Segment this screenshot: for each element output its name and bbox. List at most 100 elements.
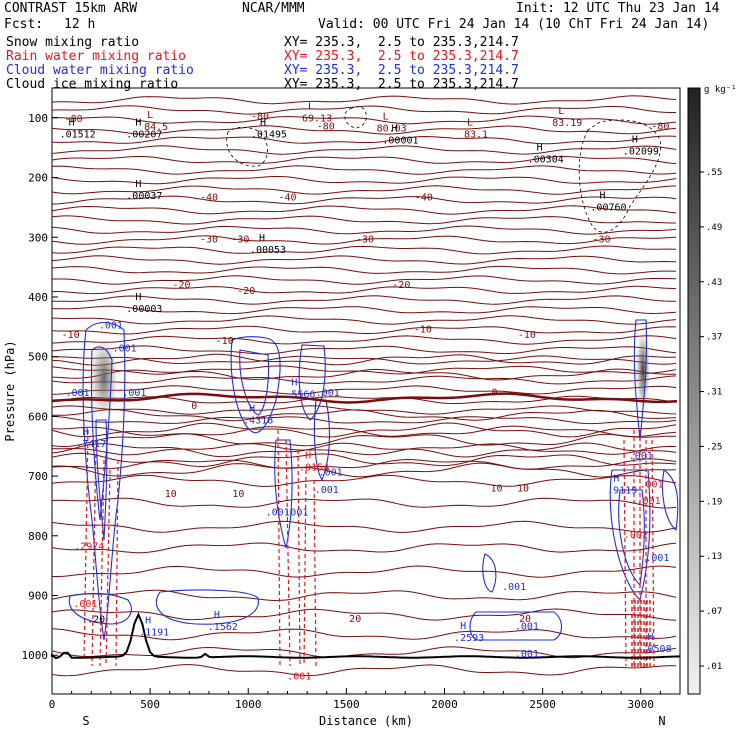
model-title: CONTRAST 15km ARW: [4, 1, 138, 16]
isotherm-line: [51, 305, 677, 315]
isotherm-label: 0: [492, 387, 498, 398]
extremum-marker: L: [308, 101, 314, 112]
isotherm-line: [51, 245, 677, 255]
isotherm-label: 10: [232, 489, 244, 500]
terrain-profile: [51, 611, 681, 660]
extremum-value: .00003: [126, 304, 162, 315]
extremum-marker: H: [135, 179, 141, 190]
extremum-marker: H: [259, 233, 265, 244]
extremum-value: .00037: [126, 191, 162, 202]
snow-shading: [90, 330, 650, 418]
isotherm-line: [51, 105, 676, 115]
isotherm-line: [51, 520, 677, 533]
extremum-value: .1562: [208, 622, 238, 633]
isotherm-line: [51, 176, 677, 185]
isotherm-label: -80: [317, 122, 335, 133]
isotherm-label: -30: [356, 234, 374, 245]
cloud-water-contour: [661, 469, 679, 532]
extremum-marker: H: [291, 377, 297, 388]
rain-water-contour: [303, 469, 307, 667]
cloud-water-contour: [482, 553, 497, 593]
isotherm-line: [51, 433, 677, 448]
x-tick-label: 2500: [529, 698, 556, 711]
isotherm-label: 0: [191, 401, 197, 412]
isotherm-line: [51, 368, 676, 381]
extremum-marker: L: [383, 112, 389, 123]
isotherm-line: [51, 325, 677, 335]
x-axis-label: Distance (km): [319, 714, 413, 728]
y-tick-label: 900: [28, 589, 48, 602]
contour-value-label: .2974: [74, 542, 104, 553]
extremum-marker: H: [260, 118, 266, 129]
isotherm-line: [51, 265, 677, 275]
contour-value-label: .001: [637, 496, 661, 507]
isotherm-line: [51, 135, 677, 145]
rain-water-contour: [91, 439, 97, 667]
extremum-value: .0508: [642, 644, 672, 655]
isotherm-line: [51, 542, 677, 554]
rain-water-contour: [297, 449, 301, 667]
cloud-water-contour: [155, 589, 259, 625]
extremum-value: .7417: [76, 439, 106, 450]
colorbar-ticks: .01 .07 .13 .19 .25 .31 .37 .43 .49 .55: [700, 168, 722, 672]
contour-value-label: .001: [122, 388, 146, 399]
cloud-water-contour: [95, 419, 108, 541]
isotherm-label: 20: [519, 614, 531, 625]
extremum-marker: H: [460, 621, 466, 632]
isotherm-label: -80: [65, 114, 83, 125]
x-tick-label: 1000: [235, 698, 262, 711]
extremum-value: .01495: [251, 130, 287, 141]
extremum-value: .9119: [607, 485, 637, 496]
x-tick-label: 3000: [628, 698, 655, 711]
isotherm-label: 10: [490, 483, 502, 494]
isotherm-label: -80: [251, 111, 269, 122]
rain-water-contour: [623, 439, 627, 667]
isotherm-label: -10: [414, 325, 432, 336]
x-tick-label: 2000: [431, 698, 458, 711]
isotherm-line: [51, 375, 677, 385]
isotherm-line: [51, 462, 677, 478]
colorbar-tick-label: .13: [706, 552, 722, 562]
colorbar: [687, 87, 701, 695]
isotherm-line: [51, 335, 677, 345]
colorbar-unit: g kg⁻¹: [704, 85, 737, 95]
extremum-value: 69.13: [302, 113, 332, 124]
x-tick-label: 0: [49, 698, 56, 711]
extremum-marker: H: [249, 404, 255, 415]
isotherm-line: [51, 589, 677, 602]
fcst-value: 12 h: [64, 17, 96, 32]
contour-labels: -80 -80 -80 -80 -40 -40 -40 -30 -30 -30 -30 -20 -20 -…: [60, 101, 672, 682]
isotherm-line: [51, 225, 677, 235]
y-axis-label: Pressure (hPa): [3, 340, 17, 441]
rain-water-contour: [105, 469, 111, 667]
contour-value-label: .001: [316, 388, 340, 399]
extremum-marker: L: [558, 106, 564, 117]
isotherm-line: [51, 215, 676, 225]
cloud-water-contour: [230, 336, 281, 433]
extremum-value: .4318: [243, 416, 273, 427]
south-label: S: [82, 714, 89, 728]
isotherm-line: [51, 497, 677, 509]
y-tick-label: 400: [28, 291, 48, 304]
legend-cloud-name: Cloud water mixing ratio: [6, 63, 194, 78]
isotherm-label: 20: [349, 614, 361, 625]
isotherm-line: [52, 285, 677, 295]
isotherm-line: [51, 409, 677, 422]
freezing-level-path: [51, 392, 678, 404]
y-tick-label: 100: [28, 112, 48, 125]
isotherm-label: 10: [165, 489, 177, 500]
isotherm-line: [51, 365, 677, 375]
extremum-marker: H: [145, 616, 151, 627]
y-tick-label: 1000: [22, 649, 49, 662]
isotherm-line: [51, 353, 677, 366]
colorbar-tick-label: .37: [706, 333, 722, 343]
rain-water-contour: [277, 429, 281, 667]
isotherm-line: [51, 628, 677, 641]
contour-value-label: .001: [287, 672, 311, 683]
cloud-water-contour: [274, 439, 293, 549]
extremum-value: .1191: [139, 628, 169, 639]
init-time: Init: 12 UTC Thu 23 Jan 14: [516, 1, 720, 16]
extremum-value: 84.5: [144, 122, 168, 133]
rain-water-contour: [99, 459, 105, 667]
